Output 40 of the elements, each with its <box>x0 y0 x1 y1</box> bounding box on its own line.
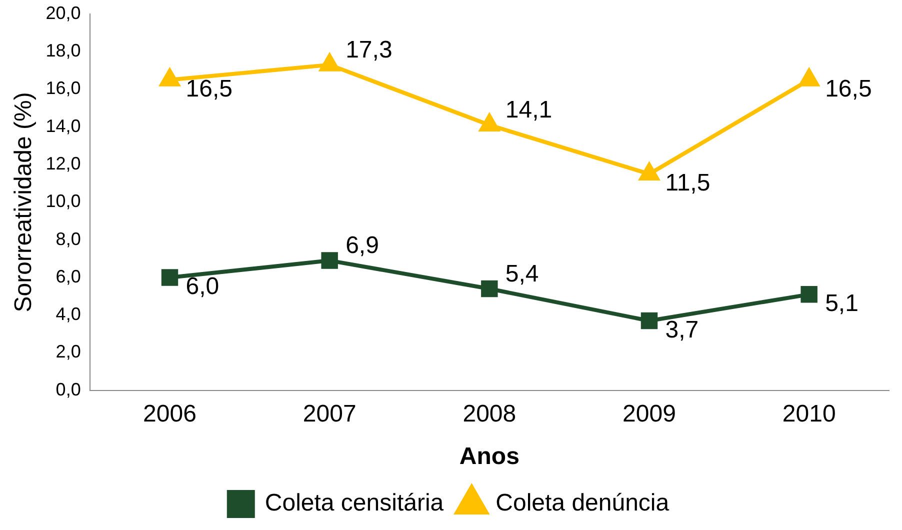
point <box>321 252 338 269</box>
point <box>640 312 658 330</box>
x-axis-title: Anos <box>459 443 520 470</box>
data-label: 16,5 <box>825 75 872 102</box>
point <box>480 114 500 132</box>
data-label: 6,0 <box>186 273 220 300</box>
x-tick-label: 2009 <box>622 400 676 428</box>
point <box>161 269 178 286</box>
data-label: 5,4 <box>505 260 539 288</box>
y-tick-label: 4,0 <box>56 304 81 324</box>
y-tick-label: 2,0 <box>56 342 81 362</box>
point <box>481 280 498 298</box>
data-label: 6,9 <box>346 232 379 260</box>
data-label: 11,5 <box>665 170 710 197</box>
x-tick-label: 2006 <box>143 400 196 428</box>
point <box>799 68 819 86</box>
y-tick-label: 0,0 <box>56 379 81 400</box>
point <box>800 286 818 303</box>
data-label: 14,1 <box>505 96 552 124</box>
y-tick-label: 8,0 <box>56 228 81 249</box>
x-tick-label: 2007 <box>302 400 356 428</box>
legend-label: Coleta denúncia <box>496 490 670 517</box>
x-tick-label: 2008 <box>462 400 516 428</box>
legend-label: Coleta censitária <box>264 490 444 517</box>
y-tick-label: 14,0 <box>46 116 81 136</box>
y-tick-label: 16,0 <box>46 78 81 98</box>
data-label: 3,7 <box>665 316 699 344</box>
y-tick-label: 6,0 <box>56 266 81 286</box>
point <box>160 68 180 86</box>
x-tick-label: 2010 <box>782 400 836 428</box>
y-tick-label: 10,0 <box>46 191 81 212</box>
y-tick-label: 18,0 <box>46 40 81 61</box>
data-label: 17,3 <box>346 36 392 64</box>
y-tick-label: 12,0 <box>46 154 81 174</box>
point <box>320 54 340 72</box>
y-axis-title: Sororreatividade (%) <box>10 92 38 312</box>
data-label: 5,1 <box>825 290 858 318</box>
point <box>639 162 660 180</box>
data-label: 16,5 <box>186 75 232 102</box>
y-tick-label: 20,0 <box>46 2 81 23</box>
